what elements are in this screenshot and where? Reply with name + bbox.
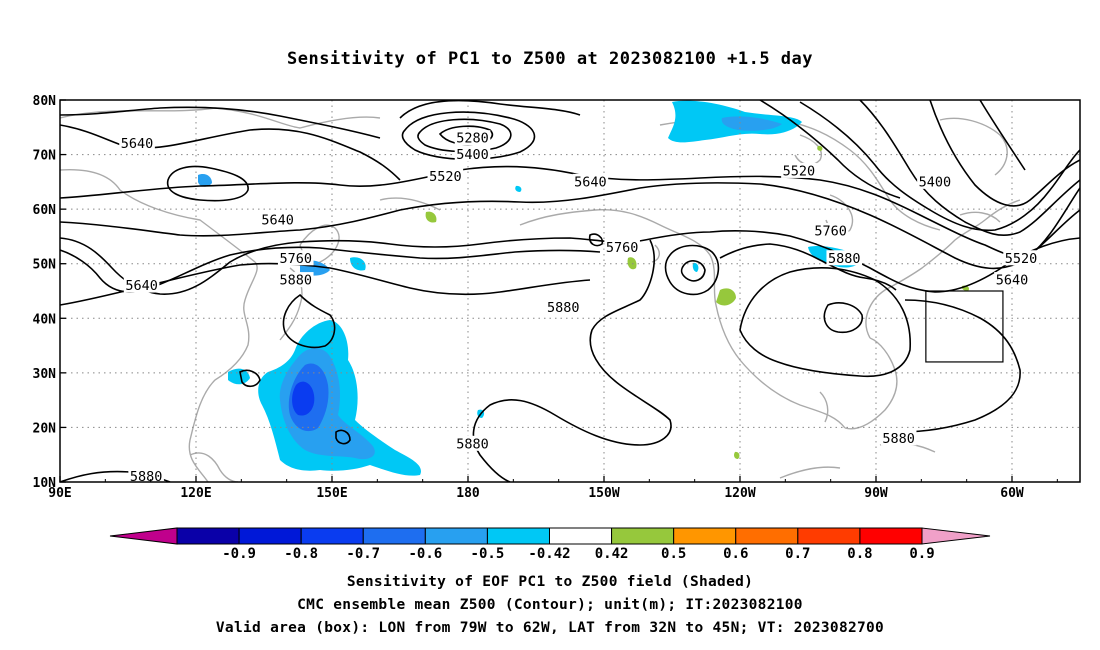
colorbar-swatch (300, 527, 364, 545)
contour-label: 5400 (456, 147, 489, 163)
colorbar-swatch (673, 527, 737, 545)
colorbar-swatch (424, 527, 488, 545)
colorbar-swatch (859, 527, 923, 545)
contour-label-bg (123, 277, 160, 293)
contour-label: 5880 (828, 251, 861, 267)
contour-label: 5640 (121, 136, 154, 152)
colorbar-swatch (797, 527, 861, 545)
y-tick-label: 80N (33, 94, 57, 109)
colorbar: -0.9 -0.8 -0.7 -0.6 -0.5 -0.42 0.42 0.5 0.6 0.7 0.… (109, 527, 991, 562)
colorbar-swatch (486, 527, 550, 545)
x-tick-label: 150E (316, 486, 347, 501)
colorbar-swatch (549, 527, 613, 545)
colorbar-label: -0.8 (284, 546, 318, 562)
contour-label: 5880 (130, 469, 163, 485)
contour-label: 5520 (783, 163, 816, 179)
contour-label: 5880 (882, 431, 915, 447)
contour-label: 5880 (279, 273, 312, 289)
y-tick-label: 70N (33, 149, 57, 164)
axes: 90E 120E 150E 180 150W 120W 90W 60W 10N 20N 30N 40N… (33, 94, 1058, 501)
colorbar-label: -0.5 (471, 546, 505, 562)
y-tick-label: 10N (33, 476, 57, 491)
contour-label: 5880 (547, 300, 580, 316)
contour-label: 5640 (996, 273, 1029, 289)
colorbar-swatch (238, 527, 302, 545)
x-tick-label: 90W (864, 486, 888, 501)
contour-label: 5760 (814, 223, 847, 239)
contour-label-bg (454, 130, 491, 146)
colorbar-max-triangle (921, 527, 991, 545)
contour-label-bg (427, 168, 464, 184)
colorbar-swatch (176, 527, 240, 545)
map-title: Sensitivity of PC1 to Z500 at 2023082100… (286, 49, 813, 69)
x-tick-label: 150W (588, 486, 619, 501)
colorbar-label: 0.9 (909, 546, 934, 562)
colorbar-label: -0.42 (528, 546, 570, 562)
contour-label: 5400 (919, 174, 952, 190)
colorbar-min-triangle (109, 527, 178, 545)
y-tick-label: 20N (33, 421, 57, 436)
contour-label: 5640 (574, 174, 607, 190)
x-tick-label: 120W (724, 486, 755, 501)
contour-label-bg (994, 272, 1030, 288)
caption-shading: Sensitivity of EOF PC1 to Z500 field (Sh… (346, 574, 754, 590)
contour-label-bg (1003, 250, 1039, 266)
contour-label: 5760 (279, 251, 312, 267)
contour-label-bg (781, 162, 817, 178)
contour-label-bg (277, 272, 314, 288)
y-tick-label: 60N (33, 203, 57, 218)
colorbar-label: -0.9 (222, 546, 256, 562)
contour-label-bg (454, 435, 491, 451)
colorbar-swatch (735, 527, 799, 545)
colorbar-swatch (611, 527, 675, 545)
contour-label-bg (604, 239, 640, 255)
contour-label: 5760 (606, 240, 639, 256)
x-tick-label: 180 (456, 486, 480, 501)
contour-label-bg (128, 468, 164, 482)
contour-label-bg (277, 250, 314, 266)
contour-label-bg (826, 250, 863, 266)
contour-label-bg (812, 222, 849, 238)
colorbar-label: 0.7 (785, 546, 810, 562)
contour-label: 5520 (1005, 251, 1038, 267)
caption-contour: CMC ensemble mean Z500 (Contour); unit(m… (297, 597, 803, 613)
contour-label-bg (572, 173, 609, 189)
y-tick-label: 50N (33, 258, 57, 273)
colorbar-swatch (362, 527, 426, 545)
x-tick-label: 90E (48, 486, 71, 501)
contour-label: 5520 (429, 169, 462, 185)
contour-label: 5880 (456, 436, 489, 452)
colorbar-label: 0.6 (723, 546, 748, 562)
contour-label-bg (119, 135, 155, 151)
y-tick-label: 40N (33, 312, 57, 327)
contour-label-bg (259, 212, 296, 228)
x-tick-label: 120E (180, 486, 211, 501)
x-tick-label: 60W (1000, 486, 1024, 501)
contour-label: 5640 (125, 278, 158, 294)
colorbar-label: -0.6 (408, 546, 442, 562)
colorbar-label: 0.8 (847, 546, 872, 562)
colorbar-label: -0.7 (346, 546, 380, 562)
contour-label-bg (917, 173, 953, 189)
contour-label: 5640 (261, 213, 294, 229)
contour-label-bg (545, 299, 581, 315)
caption-valid-area: Valid area (box): LON from 79W to 62W, L… (215, 620, 885, 636)
colorbar-label: 0.42 (595, 546, 629, 562)
contour-label: 5280 (456, 131, 489, 147)
colorbar-label: 0.5 (661, 546, 686, 562)
valid-area-box (925, 290, 1004, 363)
sensitivity-shading (198, 100, 970, 476)
contour-label-bg (454, 146, 491, 162)
y-tick-label: 30N (33, 367, 57, 382)
contour-label-bg (880, 430, 917, 446)
plot-frame (59, 99, 1081, 483)
